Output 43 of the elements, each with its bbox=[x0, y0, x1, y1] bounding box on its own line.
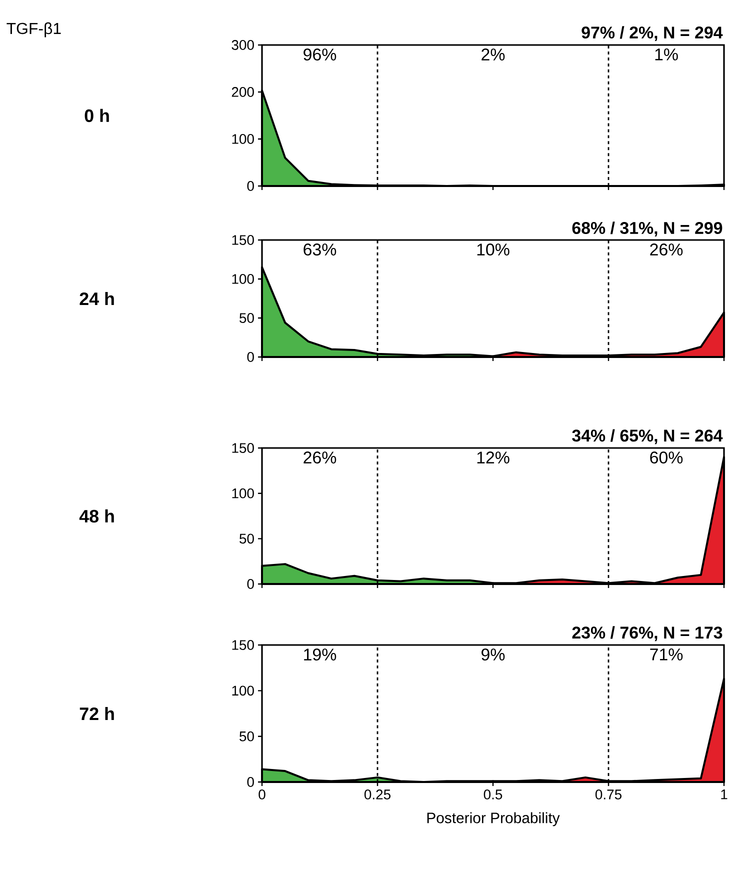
y-axis-title: 0 h bbox=[84, 108, 109, 122]
y-tick-label: 100 bbox=[232, 274, 254, 284]
x-tick-label: 1 bbox=[721, 790, 728, 800]
annotation: 71% bbox=[650, 648, 683, 660]
chart-title: 23% / 76%, N = 173 bbox=[572, 626, 722, 642]
y-axis-title: 72 h bbox=[80, 707, 114, 720]
annotation: 96% bbox=[304, 48, 336, 61]
y-tick-label: 0 bbox=[247, 352, 254, 362]
y-tick-label: 300 bbox=[232, 40, 254, 50]
chart-title: 68% / 31%, N = 299 bbox=[572, 222, 722, 236]
y-tick-label: 200 bbox=[232, 87, 254, 97]
x-axis-title: Posterior Probability bbox=[427, 812, 560, 826]
y-tick-label: 50 bbox=[240, 534, 254, 544]
annotation: 60% bbox=[650, 452, 683, 464]
y-tick-label: 100 bbox=[232, 134, 254, 144]
x-tick-label: 0.25 bbox=[364, 790, 390, 800]
x-tick-label: 0.75 bbox=[595, 790, 622, 800]
annotation: 10% bbox=[477, 244, 510, 256]
y-tick-label: 150 bbox=[232, 235, 254, 245]
y-tick-label: 50 bbox=[240, 313, 254, 323]
y-tick-label: 150 bbox=[232, 640, 254, 650]
y-tick-label: 100 bbox=[232, 686, 254, 696]
annotation: 12% bbox=[477, 452, 510, 464]
y-axis-title: 48 h bbox=[79, 509, 114, 523]
chart-title: 34% / 65%, N = 264 bbox=[572, 429, 723, 444]
annotation: 1% bbox=[655, 48, 678, 60]
annotation: 2% bbox=[482, 48, 505, 60]
annotation: 26% bbox=[304, 452, 336, 464]
y-tick-label: 0 bbox=[247, 181, 254, 191]
y-axis-title: 24 h bbox=[80, 292, 114, 305]
y-tick-label: 100 bbox=[232, 488, 254, 498]
x-tick-label: 0.5 bbox=[484, 790, 502, 800]
y-tick-label: 0 bbox=[247, 579, 254, 589]
y-tick-label: 50 bbox=[240, 731, 254, 742]
y-tick-label: 150 bbox=[232, 443, 254, 453]
chart-title: 97% / 2%, N = 294 bbox=[582, 26, 723, 41]
text: TGF-β1 bbox=[6, 22, 61, 38]
y-tick-label: 0 bbox=[247, 777, 254, 787]
annotation: 9% bbox=[482, 648, 505, 661]
annotation: 26% bbox=[650, 244, 683, 256]
x-tick-label: 0 bbox=[258, 790, 266, 800]
annotation: 19% bbox=[304, 648, 336, 661]
annotation: 63% bbox=[304, 244, 336, 256]
